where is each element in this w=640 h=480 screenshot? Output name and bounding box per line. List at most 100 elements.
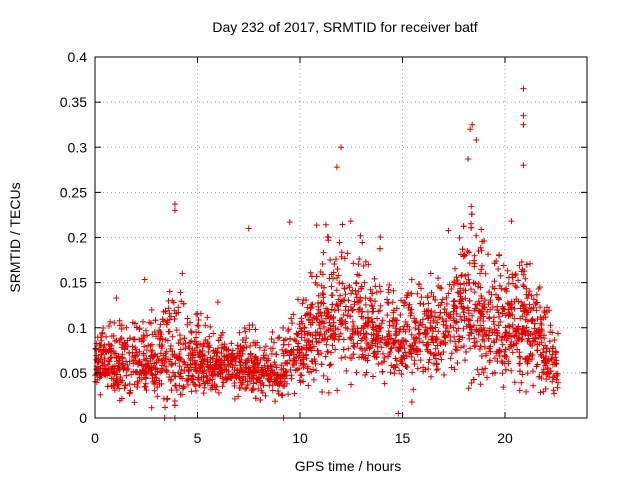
data-point <box>176 363 183 370</box>
data-point <box>324 376 331 383</box>
data-point <box>310 376 317 383</box>
data-point <box>122 382 129 389</box>
data-point <box>155 331 162 338</box>
data-point <box>528 355 535 362</box>
data-point <box>457 293 464 300</box>
data-point <box>271 339 278 346</box>
data-point <box>259 389 266 396</box>
data-point <box>382 340 389 347</box>
data-point <box>177 346 184 353</box>
data-point <box>489 329 496 336</box>
data-point <box>417 357 424 364</box>
data-point <box>480 369 487 376</box>
data-point <box>435 350 442 357</box>
data-point <box>430 339 437 346</box>
data-point <box>170 299 177 306</box>
data-point <box>448 286 455 293</box>
data-point <box>177 370 184 377</box>
data-point <box>294 347 301 354</box>
data-point <box>300 378 307 385</box>
data-point <box>229 347 236 354</box>
data-point <box>520 85 527 92</box>
data-point <box>242 368 249 375</box>
data-point <box>321 309 328 316</box>
data-point <box>477 313 484 320</box>
data-point <box>461 313 468 320</box>
data-point <box>506 311 513 318</box>
data-point <box>425 300 432 307</box>
data-point <box>473 338 480 345</box>
data-point <box>290 311 297 318</box>
data-point <box>303 342 310 349</box>
data-point <box>168 387 175 394</box>
data-point <box>479 262 486 269</box>
data-point <box>372 323 379 330</box>
data-point <box>547 368 554 375</box>
data-point <box>305 337 312 344</box>
data-point <box>324 348 331 355</box>
data-point <box>108 342 115 349</box>
data-point <box>434 314 441 321</box>
data-point <box>487 297 494 304</box>
data-point <box>423 312 430 319</box>
data-point <box>495 266 502 273</box>
data-point <box>412 319 419 326</box>
data-point <box>118 395 125 402</box>
data-point <box>452 346 459 353</box>
data-point <box>173 310 180 317</box>
data-point <box>247 343 254 350</box>
data-point <box>476 328 483 335</box>
data-point <box>122 382 129 389</box>
data-point <box>96 372 103 379</box>
data-point <box>521 328 528 335</box>
data-point <box>194 367 201 374</box>
data-point <box>451 297 458 304</box>
data-point <box>527 260 534 267</box>
data-point <box>553 376 560 383</box>
data-point <box>156 327 163 334</box>
data-point <box>116 385 123 392</box>
data-point <box>491 260 498 267</box>
data-point <box>338 354 345 361</box>
data-point <box>442 333 449 340</box>
data-point <box>313 273 320 280</box>
data-point <box>518 299 525 306</box>
data-point <box>500 384 507 391</box>
data-point <box>172 373 179 380</box>
data-point <box>537 314 544 321</box>
data-point <box>473 326 480 333</box>
data-point <box>424 292 431 299</box>
data-point <box>499 370 506 377</box>
data-point <box>193 311 200 318</box>
data-point <box>159 341 166 348</box>
data-point <box>291 390 298 397</box>
data-point <box>420 301 427 308</box>
data-point <box>337 300 344 307</box>
data-point <box>216 356 223 363</box>
data-point <box>427 270 434 277</box>
data-point <box>164 317 171 324</box>
data-point <box>523 324 530 331</box>
data-point <box>531 320 538 327</box>
data-point <box>430 293 437 300</box>
data-point <box>97 364 104 371</box>
data-point <box>236 358 243 365</box>
data-point <box>404 321 411 328</box>
data-point <box>148 306 155 313</box>
data-point <box>499 359 506 366</box>
data-point <box>143 387 150 394</box>
data-point <box>443 294 450 301</box>
data-point <box>553 370 560 377</box>
y-axis-label: SRMTID / TECUs <box>7 182 23 292</box>
data-point <box>425 366 432 373</box>
data-point <box>136 348 143 355</box>
data-point <box>388 345 395 352</box>
data-point <box>319 290 326 297</box>
data-point <box>482 270 489 277</box>
data-point <box>320 249 327 256</box>
data-point <box>525 335 532 342</box>
data-point <box>496 352 503 359</box>
data-point <box>340 336 347 343</box>
x-tick-label: 10 <box>292 430 308 446</box>
data-point <box>282 360 289 367</box>
